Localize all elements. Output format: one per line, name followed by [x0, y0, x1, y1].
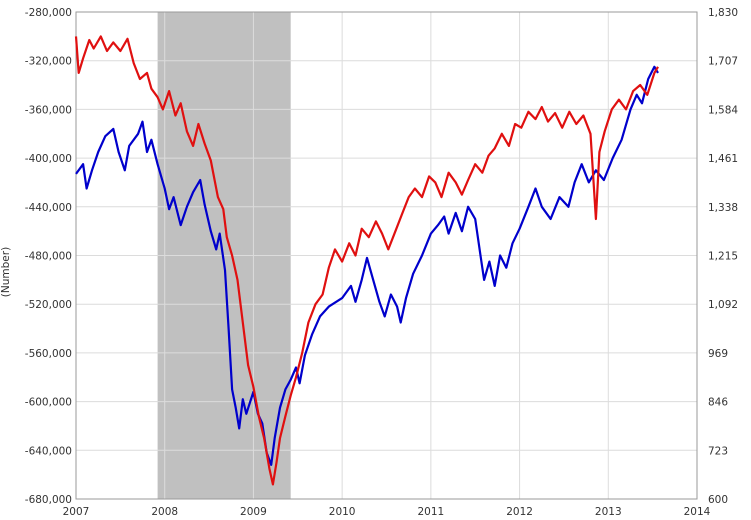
- y-right-tick-label: 846: [708, 397, 728, 409]
- y-right-tick-label: 723: [708, 445, 728, 457]
- x-tick-label: 2010: [329, 506, 356, 518]
- plot-border: [75, 11, 698, 500]
- y-left-tick-label: -680,000: [25, 494, 72, 506]
- x-tick-label: 2009: [240, 506, 267, 518]
- y-left-tick-label: -400,000: [25, 153, 72, 165]
- x-tick-label: 2012: [506, 506, 533, 518]
- x-axis-ticks: 2007 2008 2009 2010 2011 2012 2013 2014: [63, 506, 711, 518]
- y-right-tick-label: 600: [708, 494, 728, 506]
- y-left-tick-label: -520,000: [25, 299, 72, 311]
- y-right-tick-label: 1,584: [708, 104, 738, 116]
- x-tick-label: 2013: [595, 506, 622, 518]
- y-left-tick-label: -320,000: [25, 56, 72, 68]
- right-axis-ticks: 1,830 1,707 1,584 1,461 1,338 1,215 1,092 969 84…: [708, 7, 738, 506]
- series-line-1: [75, 65, 659, 466]
- y-left-tick-label: -600,000: [25, 397, 72, 409]
- x-tick-label: 2011: [417, 506, 444, 518]
- y-right-tick-label: 1,461: [708, 153, 738, 165]
- y-left-tick-label: -560,000: [25, 348, 72, 360]
- y-left-tick-label: -360,000: [25, 104, 72, 116]
- y-right-tick-label: 1,830: [708, 7, 738, 19]
- y-left-tick-label: -640,000: [25, 445, 72, 457]
- y-right-tick-label: 1,707: [708, 56, 738, 68]
- x-tick-label: 2014: [684, 506, 711, 518]
- y-left-tick-label: -480,000: [25, 251, 72, 263]
- x-tick-label: 2008: [151, 506, 178, 518]
- y-right-tick-label: 1,338: [708, 202, 738, 214]
- left-axis-ticks: -280,000 -320,000 -360,000 -400,000 -440,000…: [25, 7, 72, 506]
- y-right-tick-label: 1,092: [708, 299, 738, 311]
- y-axis-title-left: (Number): [0, 247, 12, 297]
- series-lines: [74, 35, 659, 486]
- y-left-tick-label: -440,000: [25, 202, 72, 214]
- plot-frame: [75, 11, 698, 500]
- y-left-tick-label: -280,000: [25, 7, 72, 19]
- series-line-2: [74, 35, 659, 486]
- y-right-tick-label: 1,215: [708, 251, 738, 263]
- x-tick-label: 2007: [63, 506, 90, 518]
- y-right-tick-label: 969: [708, 348, 728, 360]
